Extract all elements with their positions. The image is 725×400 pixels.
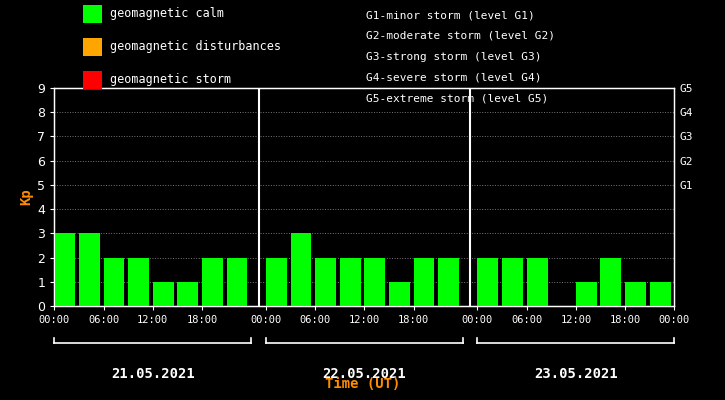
Text: G3-strong storm (level G3): G3-strong storm (level G3) xyxy=(366,52,542,62)
Bar xyxy=(226,258,247,306)
Bar xyxy=(266,258,287,306)
Bar xyxy=(79,233,100,306)
Bar xyxy=(413,258,434,306)
Bar xyxy=(202,258,223,306)
Text: G5-extreme storm (level G5): G5-extreme storm (level G5) xyxy=(366,93,548,103)
Bar xyxy=(389,282,410,306)
Bar xyxy=(526,258,547,306)
Bar xyxy=(364,258,385,306)
Bar xyxy=(650,282,671,306)
Text: geomagnetic disturbances: geomagnetic disturbances xyxy=(110,40,281,53)
Text: G4-severe storm (level G4): G4-severe storm (level G4) xyxy=(366,72,542,82)
Text: geomagnetic storm: geomagnetic storm xyxy=(110,73,231,86)
Bar xyxy=(291,233,312,306)
Bar xyxy=(128,258,149,306)
Y-axis label: Kp: Kp xyxy=(19,189,33,205)
Bar xyxy=(576,282,597,306)
Bar xyxy=(600,258,621,306)
Text: G2-moderate storm (level G2): G2-moderate storm (level G2) xyxy=(366,31,555,41)
Bar xyxy=(625,282,646,306)
Bar xyxy=(54,233,75,306)
Text: 22.05.2021: 22.05.2021 xyxy=(323,367,406,381)
Text: G1-minor storm (level G1): G1-minor storm (level G1) xyxy=(366,10,535,20)
Bar xyxy=(340,258,360,306)
Bar xyxy=(502,258,523,306)
Bar xyxy=(315,258,336,306)
Bar xyxy=(153,282,174,306)
Bar xyxy=(178,282,198,306)
Bar xyxy=(104,258,125,306)
Text: geomagnetic calm: geomagnetic calm xyxy=(110,8,224,20)
Bar xyxy=(478,258,498,306)
Text: 23.05.2021: 23.05.2021 xyxy=(534,367,618,381)
Text: 21.05.2021: 21.05.2021 xyxy=(111,367,194,381)
Text: Time (UT): Time (UT) xyxy=(325,377,400,391)
Bar xyxy=(438,258,459,306)
